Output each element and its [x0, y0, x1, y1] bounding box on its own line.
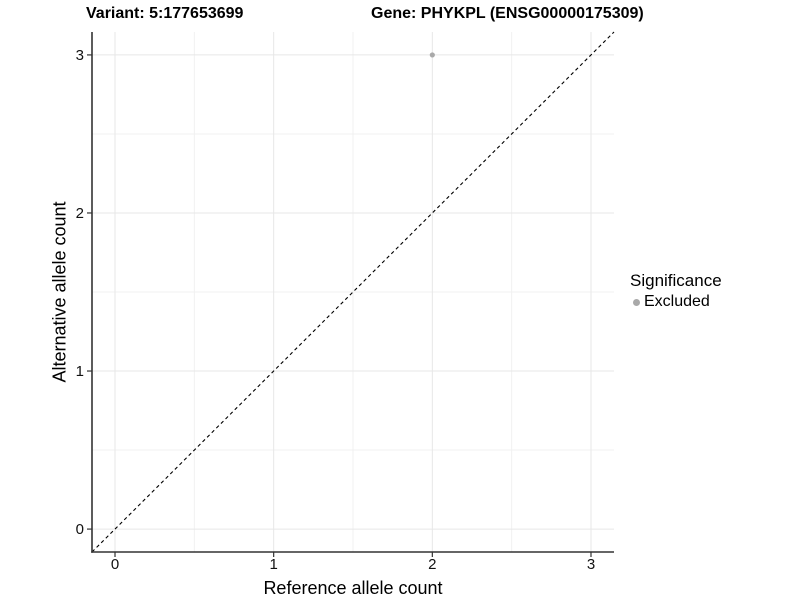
- legend-item-label: Excluded: [644, 293, 710, 310]
- legend-title: Significance: [630, 271, 722, 290]
- data-point: [429, 52, 435, 58]
- plot-title-gene: Gene: PHYKPL (ENSG00000175309): [371, 5, 644, 22]
- identity-dashed-line: [91, 31, 615, 553]
- x-axis-title: Reference allele count: [263, 578, 443, 598]
- y-tick-label: 3: [76, 47, 84, 64]
- y-tick-label: 2: [76, 205, 84, 222]
- plot-title-variant: Variant: 5:177653699: [86, 5, 244, 22]
- legend-point-icon: [633, 298, 640, 306]
- y-axis-title: Alternative allele count: [49, 201, 70, 383]
- x-tick-label: 0: [111, 556, 119, 573]
- x-tick-label: 2: [428, 556, 436, 573]
- y-tick-label: 0: [76, 521, 84, 538]
- legend: Significance Excluded: [629, 271, 722, 311]
- y-tick-label: 1: [76, 363, 84, 380]
- x-tick-label: 1: [269, 556, 277, 573]
- x-tick-label: 3: [587, 556, 595, 573]
- legend-item-excluded: Excluded: [629, 293, 722, 311]
